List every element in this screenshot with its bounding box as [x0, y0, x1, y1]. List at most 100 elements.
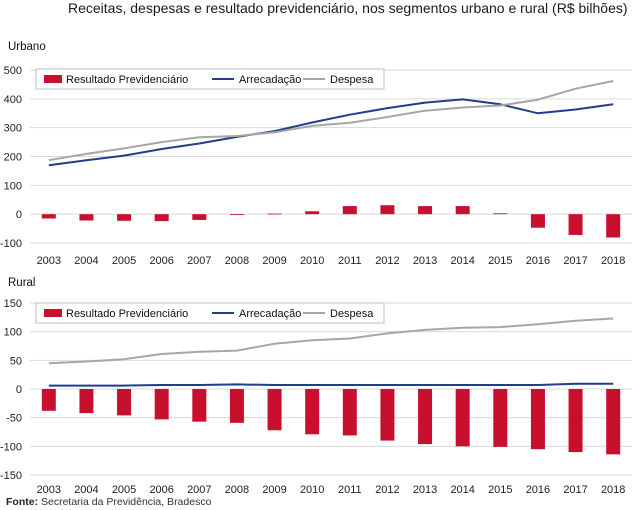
- bar-resultado: [267, 389, 282, 431]
- bar-resultado: [455, 206, 470, 215]
- bar-resultado: [41, 389, 56, 411]
- urbano-chart-panel: -100 0 100 200 300 400 500 2003 2004 2005 2006 2007…: [0, 65, 632, 267]
- x-tick-label: 2004: [74, 484, 98, 496]
- line-arrecadacao: [48, 382, 614, 387]
- bar-resultado: [530, 214, 545, 228]
- bar-resultado: [79, 214, 94, 221]
- line-despesa: [48, 80, 614, 162]
- x-tick-label: 2005: [112, 255, 136, 267]
- x-tick-label: 2007: [187, 484, 211, 496]
- source-label: Fonte:: [6, 496, 39, 508]
- y-tick-label: 0: [16, 209, 22, 221]
- x-tick-label: 2016: [526, 484, 550, 496]
- y-tick-label: -100: [0, 238, 22, 250]
- x-tick-label: 2006: [149, 255, 173, 267]
- y-tick-label: 100: [4, 327, 22, 339]
- source-text: Secretaria da Previdência, Bradesco: [38, 496, 212, 508]
- y-tick-label: 400: [4, 94, 22, 106]
- y-tick-label: 200: [4, 152, 22, 164]
- bar-resultado: [154, 389, 169, 420]
- bar-resultado: [192, 214, 207, 220]
- y-tick-label: -100: [0, 441, 22, 453]
- bar-resultado: [305, 211, 320, 215]
- bar-resultado: [342, 206, 357, 215]
- y-tick-label: 500: [4, 65, 22, 77]
- source-note: Fonte: Secretaria da Previdência, Brades…: [6, 496, 211, 508]
- x-tick-label: 2009: [262, 484, 286, 496]
- legend-label: Arrecadação: [239, 308, 301, 320]
- legend-swatch-resultado: [44, 309, 62, 317]
- legend-box: [35, 302, 385, 324]
- x-tick-label: 2011: [338, 484, 362, 496]
- bar-resultado: [41, 214, 56, 219]
- y-tick-label: 50: [10, 355, 22, 367]
- x-tick-label: 2008: [225, 255, 249, 267]
- x-tick-label: 2003: [37, 255, 61, 267]
- legend-label: Despesa: [330, 308, 374, 320]
- bar-resultado: [305, 389, 320, 435]
- x-tick-label: 2011: [338, 255, 362, 267]
- bar-resultado: [418, 206, 433, 215]
- y-tick-label: -50: [6, 413, 22, 425]
- legend-label: Resultado Previdenciário: [66, 74, 188, 86]
- x-tick-label: 2013: [413, 255, 437, 267]
- x-tick-label: 2014: [450, 484, 474, 496]
- bar-resultado: [380, 205, 395, 215]
- legend-swatch-resultado: [44, 75, 62, 83]
- x-tick-label: 2009: [262, 255, 286, 267]
- bar-resultado: [530, 389, 545, 450]
- x-tick-label: 2014: [450, 255, 474, 267]
- y-tick-label: 0: [16, 384, 22, 396]
- bar-resultado: [267, 213, 282, 215]
- bar-resultado: [192, 389, 207, 422]
- bar-resultado: [568, 389, 583, 453]
- bar-resultado: [229, 389, 244, 423]
- x-tick-label: 2013: [413, 484, 437, 496]
- legend-box: [35, 68, 385, 90]
- bar-resultado: [493, 213, 508, 215]
- panel-label-rural: Rural: [8, 277, 36, 289]
- line-arrecadacao: [48, 98, 614, 167]
- bar-resultado: [493, 389, 508, 447]
- chart-title: Receitas, despesas e resultado previdenc…: [68, 0, 628, 16]
- bar-resultado: [79, 389, 94, 414]
- y-tick-label: 150: [4, 298, 22, 310]
- y-tick-label: 100: [4, 180, 22, 192]
- x-tick-label: 2005: [112, 484, 136, 496]
- x-tick-label: 2015: [488, 484, 512, 496]
- x-tick-label: 2018: [601, 255, 625, 267]
- x-tick-label: 2012: [375, 255, 399, 267]
- x-tick-label: 2018: [601, 484, 625, 496]
- bar-resultado: [117, 389, 132, 416]
- x-tick-label: 2015: [488, 255, 512, 267]
- bar-resultado: [606, 389, 621, 455]
- bar-resultado: [154, 214, 169, 222]
- x-tick-label: 2017: [563, 484, 587, 496]
- line-despesa: [48, 317, 614, 365]
- y-tick-label: 300: [4, 123, 22, 135]
- x-tick-label: 2010: [300, 255, 324, 267]
- bar-resultado: [229, 214, 244, 216]
- bar-resultado: [455, 389, 470, 447]
- x-tick-label: 2004: [74, 255, 98, 267]
- panel-label-urbano: Urbano: [8, 41, 46, 53]
- bar-resultado: [568, 214, 583, 235]
- bar-resultado: [380, 389, 395, 441]
- x-tick-label: 2017: [563, 255, 587, 267]
- x-tick-label: 2016: [526, 255, 550, 267]
- x-tick-label: 2006: [149, 484, 173, 496]
- y-tick-label: -150: [0, 470, 22, 482]
- x-tick-label: 2003: [37, 484, 61, 496]
- x-tick-label: 2012: [375, 484, 399, 496]
- bar-resultado: [342, 389, 357, 436]
- bar-resultado: [418, 389, 433, 445]
- x-tick-label: 2008: [225, 484, 249, 496]
- bar-resultado: [117, 214, 132, 221]
- rural-chart-panel: -150 -100 -50 0 50 100 150 2003 2004 2005 2006 2007…: [0, 298, 632, 496]
- bar-resultado: [606, 214, 621, 238]
- x-tick-label: 2007: [187, 255, 211, 267]
- legend-label: Resultado Previdenciário: [66, 308, 188, 320]
- x-tick-label: 2010: [300, 484, 324, 496]
- legend-label: Despesa: [330, 74, 374, 86]
